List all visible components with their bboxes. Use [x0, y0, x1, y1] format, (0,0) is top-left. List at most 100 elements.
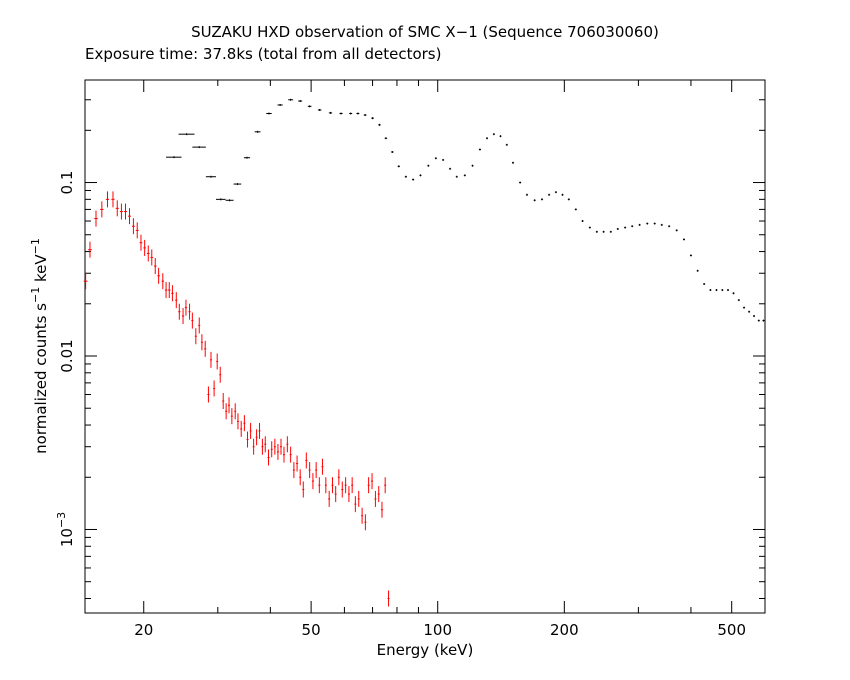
data-point — [412, 178, 415, 181]
data-point — [105, 191, 110, 208]
data-point — [286, 436, 289, 453]
data-point — [581, 220, 584, 223]
data-point — [270, 441, 273, 458]
data-point — [354, 496, 357, 513]
data-point — [276, 443, 279, 460]
data-point — [357, 490, 360, 507]
data-point — [391, 150, 394, 153]
data-point — [331, 477, 334, 494]
data-point — [161, 273, 165, 290]
x-tick-label: 50 — [302, 621, 321, 639]
x-tick-label: 100 — [423, 621, 452, 639]
data-point — [638, 223, 641, 226]
data-point — [315, 462, 318, 479]
data-point — [371, 117, 374, 120]
data-point — [486, 137, 489, 140]
series-1 — [83, 191, 390, 607]
data-point — [246, 431, 249, 448]
data-point — [334, 486, 337, 503]
data-point — [442, 158, 445, 161]
data-point — [150, 249, 154, 266]
data-point — [737, 299, 740, 302]
data-point — [131, 218, 135, 235]
data-point — [384, 137, 388, 140]
data-point — [367, 477, 370, 494]
data-series — [83, 98, 765, 607]
data-point — [288, 98, 294, 101]
data-point — [525, 193, 528, 196]
data-point — [243, 415, 246, 432]
y-tick-label: 0.01 — [58, 339, 76, 372]
y-axis-tick-labels: 0.1 0.01 10−3 — [55, 171, 76, 548]
data-point — [660, 223, 663, 226]
data-point — [233, 183, 242, 186]
data-point — [609, 230, 612, 233]
data-point — [361, 507, 364, 524]
data-point — [595, 230, 598, 233]
data-point — [616, 227, 619, 230]
data-point — [541, 198, 544, 201]
data-point — [380, 501, 383, 518]
data-point — [178, 303, 181, 320]
data-point — [499, 135, 502, 138]
data-point — [266, 112, 272, 115]
data-point — [216, 353, 219, 370]
data-point — [139, 234, 143, 251]
data-point — [364, 514, 367, 531]
data-point — [307, 105, 312, 108]
plot-frame — [84, 79, 766, 614]
data-point — [254, 130, 261, 133]
data-point — [236, 413, 239, 430]
data-point — [351, 477, 354, 494]
data-point — [258, 422, 261, 439]
data-point — [434, 157, 437, 160]
data-point — [204, 340, 207, 357]
data-point — [321, 458, 324, 475]
data-point — [341, 481, 344, 498]
data-point — [349, 112, 353, 115]
data-point — [653, 222, 656, 225]
data-point — [449, 167, 452, 170]
data-point — [213, 380, 216, 397]
chart-subtitle: Exposure time: 37.8ks (total from all de… — [85, 45, 441, 63]
data-point — [188, 303, 191, 320]
data-point — [721, 289, 724, 292]
data-point — [164, 282, 168, 299]
data-point — [455, 175, 458, 178]
y-axis-label-sup2: −1 — [29, 238, 42, 254]
data-point — [277, 103, 283, 106]
data-point — [111, 191, 115, 208]
data-point — [225, 403, 228, 420]
y-tick-label-base: 10 — [58, 528, 76, 547]
data-point — [554, 191, 557, 194]
x-axis-label: Energy (keV) — [377, 641, 474, 659]
data-point — [574, 208, 577, 211]
data-point — [94, 210, 98, 227]
data-point — [267, 449, 270, 466]
y-tick-label-exponent: −3 — [55, 512, 68, 528]
data-point — [115, 200, 119, 217]
data-point — [146, 245, 150, 262]
data-point — [261, 438, 264, 455]
data-point — [198, 317, 201, 334]
data-point — [748, 310, 751, 313]
data-point — [289, 446, 292, 463]
data-point — [404, 175, 407, 178]
data-point — [682, 238, 685, 241]
y-axis-label-prefix: normalized counts s — [32, 303, 50, 454]
data-point — [215, 198, 226, 201]
data-point — [305, 452, 308, 469]
data-point — [279, 438, 282, 455]
data-point — [240, 420, 243, 437]
data-point — [505, 143, 508, 146]
data-point — [255, 429, 258, 446]
data-point — [337, 469, 340, 486]
data-point — [119, 203, 123, 220]
data-point — [378, 123, 381, 126]
data-point — [363, 114, 367, 117]
data-point — [344, 477, 347, 494]
x-tick-label: 200 — [550, 621, 579, 639]
data-point — [757, 319, 760, 322]
data-point — [519, 181, 522, 184]
data-point — [299, 469, 302, 486]
